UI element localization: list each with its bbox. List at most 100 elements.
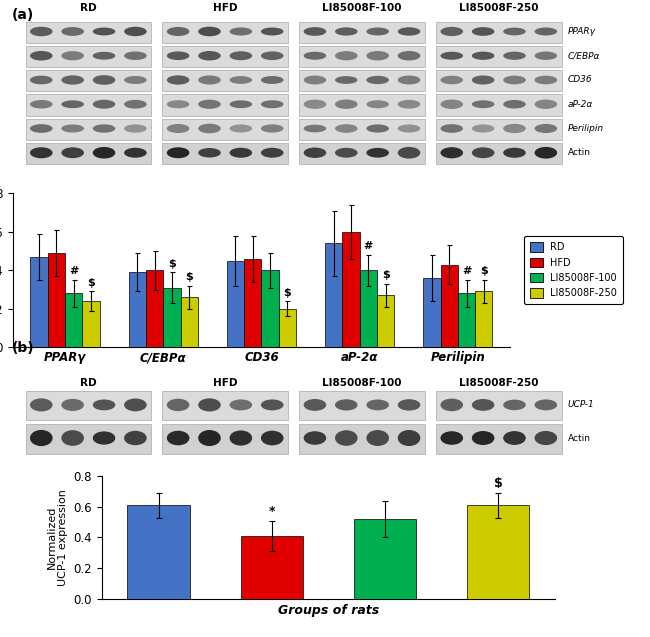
Ellipse shape [61, 147, 84, 158]
Ellipse shape [335, 51, 358, 61]
Ellipse shape [441, 27, 463, 36]
Bar [377, 296, 395, 347]
Ellipse shape [124, 148, 147, 158]
Ellipse shape [398, 399, 421, 411]
Ellipse shape [93, 147, 115, 159]
Ellipse shape [441, 431, 463, 445]
Text: $: $ [480, 266, 488, 276]
Text: Perilipin: Perilipin [568, 124, 604, 133]
Ellipse shape [398, 430, 421, 446]
Ellipse shape [124, 27, 147, 36]
Ellipse shape [534, 52, 557, 60]
Bar [299, 391, 424, 420]
Ellipse shape [198, 27, 221, 36]
Bar [129, 272, 146, 347]
Ellipse shape [335, 148, 358, 157]
Ellipse shape [398, 76, 421, 85]
Ellipse shape [93, 399, 115, 410]
Bar [299, 46, 424, 67]
Ellipse shape [261, 76, 283, 84]
Ellipse shape [30, 124, 53, 133]
Bar [83, 301, 99, 347]
Text: *: * [268, 505, 275, 517]
Bar [436, 70, 562, 91]
Ellipse shape [124, 431, 147, 445]
Text: LI85008F-250: LI85008F-250 [459, 378, 539, 388]
Ellipse shape [93, 75, 115, 85]
Text: HFD: HFD [213, 378, 237, 388]
Ellipse shape [61, 430, 84, 446]
Ellipse shape [441, 399, 463, 412]
Bar [354, 519, 416, 599]
Text: #: # [69, 266, 79, 276]
Bar [25, 22, 151, 43]
Ellipse shape [30, 27, 53, 36]
Ellipse shape [261, 124, 283, 132]
Ellipse shape [503, 100, 526, 108]
Ellipse shape [261, 100, 283, 108]
Ellipse shape [198, 99, 221, 109]
Ellipse shape [229, 431, 252, 446]
Ellipse shape [503, 124, 526, 133]
Bar [227, 261, 244, 347]
Ellipse shape [304, 99, 326, 109]
Bar [299, 94, 424, 116]
Bar [436, 22, 562, 43]
Ellipse shape [472, 124, 495, 132]
Bar [458, 294, 475, 347]
Bar [359, 270, 377, 347]
Ellipse shape [534, 124, 557, 133]
Text: HFD: HFD [213, 3, 237, 13]
Ellipse shape [503, 52, 526, 60]
Ellipse shape [398, 124, 421, 132]
Ellipse shape [229, 27, 252, 36]
Text: LI85008F-250: LI85008F-250 [459, 3, 539, 13]
Text: $: $ [382, 270, 389, 280]
Bar [299, 70, 424, 91]
Text: Actin: Actin [568, 434, 591, 443]
Bar [279, 309, 296, 347]
Ellipse shape [229, 399, 252, 410]
Bar [25, 391, 151, 420]
Y-axis label: Normalized
UCP-1 expression: Normalized UCP-1 expression [46, 489, 68, 586]
Ellipse shape [61, 51, 84, 61]
Ellipse shape [335, 27, 358, 36]
Bar [436, 46, 562, 67]
Text: LI85008F-100: LI85008F-100 [322, 378, 402, 388]
Ellipse shape [534, 99, 557, 109]
Ellipse shape [124, 100, 147, 108]
Ellipse shape [229, 51, 252, 61]
Ellipse shape [61, 399, 84, 411]
Ellipse shape [534, 147, 557, 159]
Bar [436, 424, 562, 454]
Ellipse shape [30, 76, 53, 84]
Text: $: $ [185, 272, 193, 282]
Ellipse shape [198, 124, 221, 133]
Ellipse shape [398, 51, 421, 61]
Ellipse shape [167, 431, 189, 445]
Text: $: $ [168, 259, 176, 269]
Bar [162, 391, 288, 420]
Bar [436, 94, 562, 116]
Text: aP-2α: aP-2α [568, 100, 593, 109]
Bar [436, 118, 562, 140]
Bar [436, 391, 562, 420]
Ellipse shape [367, 76, 389, 84]
Bar [343, 232, 359, 347]
Bar [25, 143, 151, 164]
Bar [261, 270, 279, 347]
Ellipse shape [304, 399, 326, 411]
Ellipse shape [335, 430, 358, 446]
Ellipse shape [304, 27, 326, 36]
Bar [475, 292, 493, 347]
Text: #: # [462, 266, 471, 276]
Text: UCP-1: UCP-1 [568, 401, 595, 410]
Text: (b): (b) [12, 341, 34, 355]
Ellipse shape [503, 431, 526, 445]
Ellipse shape [398, 100, 421, 109]
Ellipse shape [472, 52, 495, 60]
Ellipse shape [472, 75, 495, 85]
Ellipse shape [398, 27, 421, 36]
Bar [162, 70, 288, 91]
Text: $: $ [283, 288, 291, 297]
